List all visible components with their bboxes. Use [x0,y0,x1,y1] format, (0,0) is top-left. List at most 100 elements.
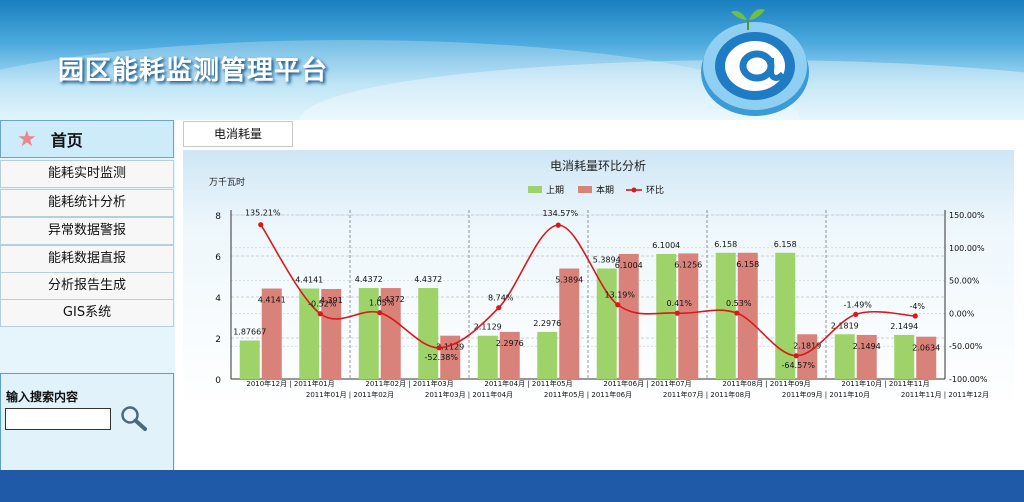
bar-current [618,253,639,379]
star-icon: ★ [17,126,37,152]
line-label: -0.52% [308,300,337,309]
sidebar-item-report-generation[interactable]: 分析报告生成 [0,272,174,300]
sidebar-item-realtime-monitoring[interactable]: 能耗实时监测 [0,160,174,188]
bar-previous [418,288,439,379]
x-tick-label: 2011年04月 | 2011年05月 [484,379,572,388]
data-label: 2.1494 [890,322,918,331]
data-label: 6.1004 [652,241,680,250]
line-label: 0.53% [726,299,752,308]
line-point [912,313,918,319]
data-label: 1.87667 [233,328,266,337]
y-tick-label: 6 [215,253,221,263]
data-label: 2.2976 [496,339,524,348]
data-label: 2.1494 [853,342,881,351]
y2-tick-label: 0.00% [949,309,975,318]
line-point [853,311,859,317]
bar-current [797,334,818,379]
search-icon[interactable] [119,404,149,434]
data-label: 4.391 [320,296,343,305]
x-tick-label: 2011年11月 | 2011年12月 [901,390,989,399]
bar-current [499,331,520,379]
legend-swatch-current [578,186,592,193]
line-point [793,353,799,359]
logo-icon [701,9,809,116]
app-title: 园区能耗监测管理平台 [58,56,329,86]
x-tick-label: 2011年06月 | 2011年07月 [603,379,691,388]
line-label: 0.41% [667,299,693,308]
bar-current [856,334,877,379]
x-tick-label: 2011年07月 | 2011年08月 [663,390,751,399]
line-label: 13.19% [604,291,635,300]
data-label: 6.158 [774,240,797,249]
data-label: 2.1129 [474,323,502,332]
y2-tick-label: -100.00% [949,375,988,384]
header-banner: 园区能耗监测管理平台 [0,0,1024,120]
data-label: 4.4372 [414,275,442,284]
bar-previous [715,252,736,379]
x-tick-label: 2011年10月 | 2011年11月 [841,379,929,388]
bar-current [321,288,342,379]
data-label: 6.1004 [615,261,643,270]
bar-current [559,268,580,379]
data-label: 2.0634 [912,344,940,353]
line-point [615,302,621,308]
y2-tick-label: 50.00% [949,277,980,286]
chart-title: 电消耗量环比分析 [550,159,646,173]
y-tick-label: 0 [215,376,221,386]
y2-tick-label: 150.00% [949,211,985,220]
y-tick-label: 8 [215,212,221,222]
data-label: 4.4372 [377,295,405,304]
sidebar-item-home[interactable]: ★ 首页 [0,120,174,158]
x-tick-label: 2010年12月 | 2011年01月 [246,379,334,388]
sidebar-item-label: 首页 [50,131,83,150]
line-point [258,222,264,228]
search-panel: 输入搜索内容 [0,373,174,471]
line-point [317,311,323,317]
search-input[interactable] [5,408,111,430]
sidebar-item-gis[interactable]: GIS系统 [0,299,174,327]
sidebar-item-statistics[interactable]: 能耗统计分析 [0,189,174,217]
y-tick-label: 2 [215,335,221,345]
bar-previous [358,288,379,379]
sidebar-item-alerts[interactable]: 异常数据警报 [0,217,174,245]
line-label: -1.49% [844,300,873,309]
legend-label: 环比 [646,184,664,196]
line-point [496,305,502,311]
data-label: 2.2976 [533,319,561,328]
bar-current [737,252,758,379]
line-point [555,222,561,228]
search-label: 输入搜索内容 [6,390,79,404]
data-label: 5.3894 [555,276,583,285]
sidebar: ★ 首页 能耗实时监测 能耗统计分析 异常数据警报 能耗数据直报 分析报告生成 … [0,120,175,471]
data-label: 4.4372 [355,275,383,284]
x-tick-label: 2011年08月 | 2011年09月 [722,379,810,388]
data-label: 4.4141 [258,296,286,305]
line-point [674,310,680,316]
line-label: -4% [909,302,925,311]
bar-previous [894,334,915,379]
bar-previous [537,331,558,379]
line-label: 1.05% [369,299,395,308]
footer-bar [0,470,1024,502]
x-tick-label: 2011年03月 | 2011年04月 [425,390,513,399]
tab-electricity-consumption[interactable]: 电消耗量 [183,121,293,147]
line-point [377,310,383,316]
y2-tick-label: 100.00% [949,244,985,253]
legend-label: 上期 [546,185,564,196]
line-point [436,345,442,351]
line-label: 135.21% [245,209,281,218]
line-label: -64.57% [782,361,816,370]
sidebar-item-direct-report[interactable]: 能耗数据直报 [0,245,174,273]
x-tick-label: 2011年09月 | 2011年10月 [782,390,870,399]
bar-current [916,336,937,379]
chart: 电消耗量环比分析 万千瓦时 上期 本期 环比 0 2 4 6 8 -100.00% -50.00… [183,150,1014,408]
bar-current [678,253,699,379]
bar-previous [239,340,260,379]
x-tick-label: 2011年01月 | 2011年02月 [306,390,394,399]
data-label: 6.158 [714,240,737,249]
bar-previous [834,334,855,379]
legend-marker [631,187,637,193]
data-label: 6.1256 [674,260,702,269]
legend-swatch-previous [528,186,542,193]
bar-previous [596,268,617,379]
